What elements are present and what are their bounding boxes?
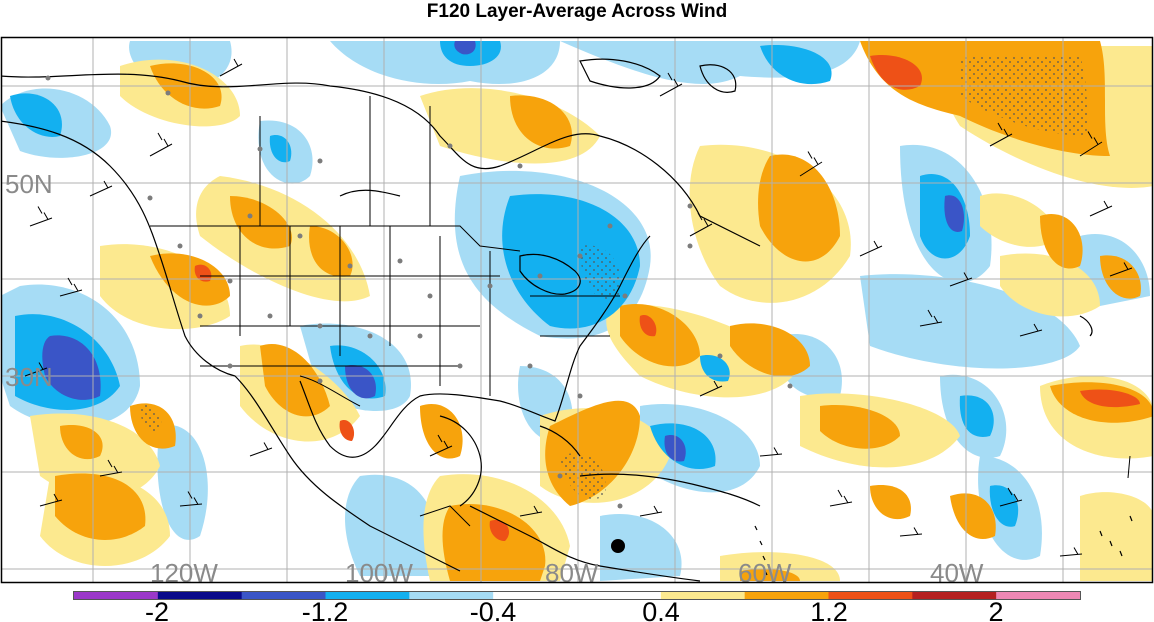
colorbar-swatch: [577, 592, 662, 599]
colorbar-swatch: [996, 592, 1081, 599]
graticule: [2, 38, 1153, 583]
colorbar-tick-label: -1.2: [302, 597, 349, 622]
map-title: F120 Layer-Average Across Wind: [426, 1, 728, 22]
colorbar-swatch: [325, 592, 410, 599]
colorbar-swatch: [744, 592, 829, 599]
colorbar-tick-label: 1.2: [810, 597, 848, 622]
colorbar-swatch: [74, 592, 159, 599]
colorbar-swatch: [828, 592, 913, 599]
lon-label-80w: 80W: [545, 558, 599, 586]
colorbar-swatch: [660, 592, 746, 599]
colorbar-frame: [73, 591, 1081, 600]
dark-blue-anomaly-regions: [42, 41, 965, 462]
colorbar-swatch: [241, 592, 326, 599]
lat-label-30n: 30N: [5, 362, 53, 392]
colorbar-swatch: [493, 592, 578, 599]
red-anomaly-regions: [194, 55, 1140, 541]
colorbar-tick-label: -2: [145, 597, 169, 622]
map-frame: [0, 36, 1154, 584]
political-boundaries: [150, 96, 620, 527]
colorbar-swatch: [912, 592, 997, 599]
colorbar-swatches: [74, 592, 1081, 599]
coastlines: [2, 58, 1133, 582]
wind-barbs: [24, 58, 1133, 557]
lon-label-120w: 120W: [150, 558, 218, 586]
colorbar-tick-label: 2: [988, 597, 1003, 622]
colorbar: -2 -1.2 -0.4 0.4 1.2 2: [73, 591, 1081, 622]
lon-label-60w: 60W: [738, 558, 792, 586]
wind-anomaly-map: 50N 30N 120W 100W 80W 60W 40W: [0, 36, 1154, 586]
colorbar-tick-label: 0.4: [642, 597, 680, 622]
lat-label-50n: 50N: [5, 169, 53, 199]
lon-label-100w: 100W: [345, 558, 413, 586]
colorbar-swatch: [157, 592, 243, 599]
station-markers: [45, 75, 793, 509]
colorbar-tick-label: -0.4: [470, 597, 517, 622]
lon-label-40w: 40W: [930, 558, 984, 586]
storm-center-marker: [611, 539, 625, 553]
colorbar-swatch: [409, 592, 494, 599]
